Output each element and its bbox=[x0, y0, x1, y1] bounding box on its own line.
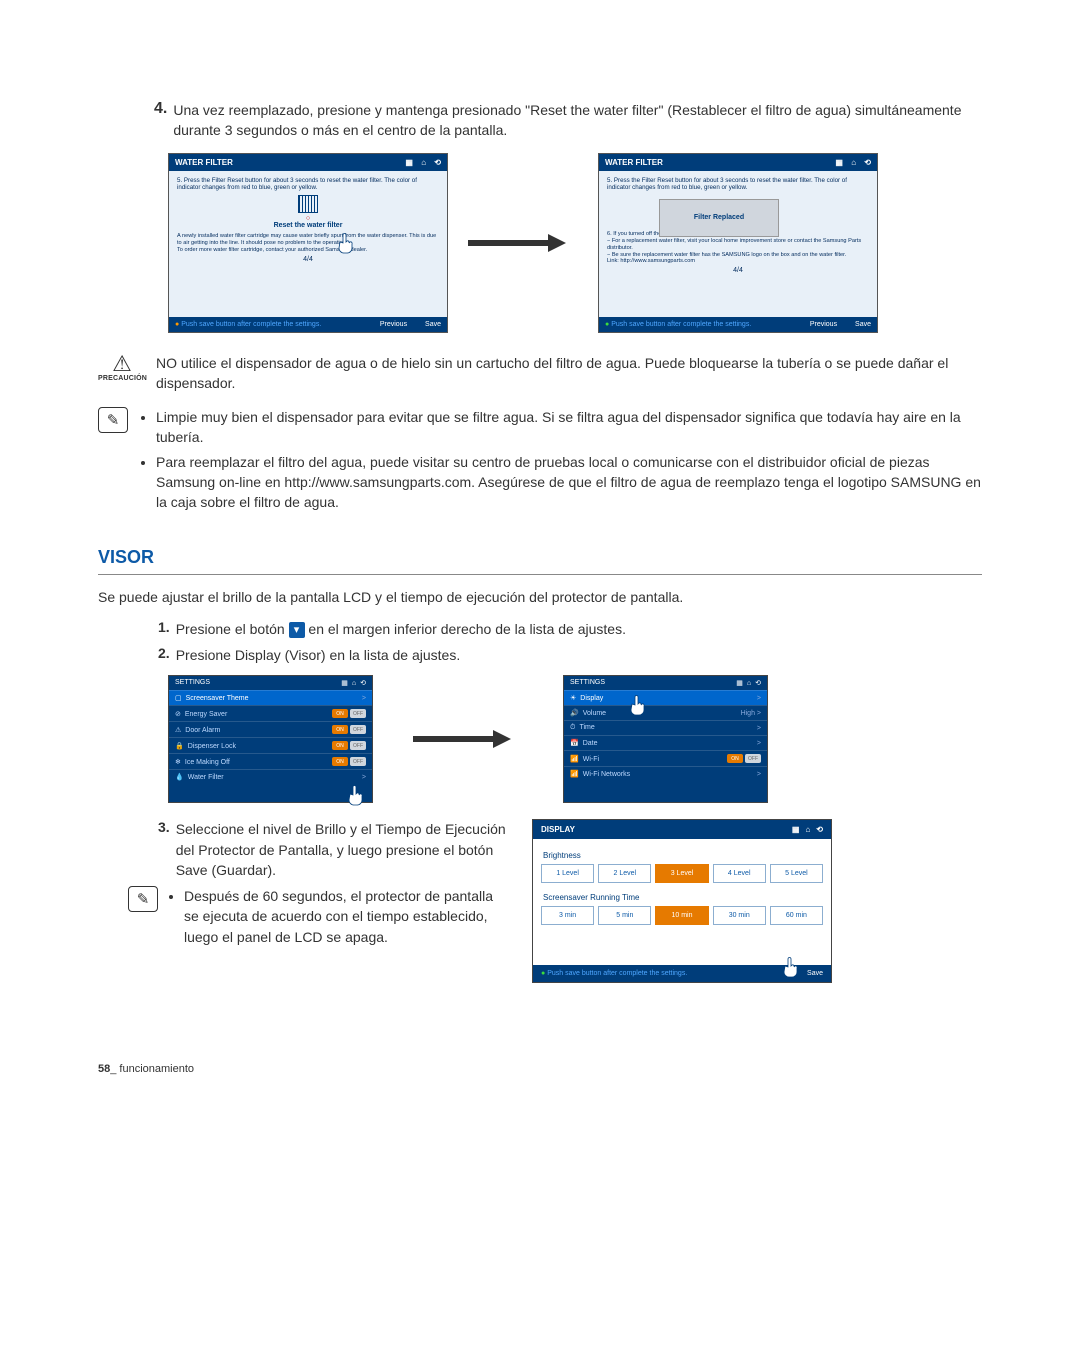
note-bullet: Limpie muy bien el dispensador para evit… bbox=[156, 407, 982, 448]
back-icon[interactable]: ⟲ bbox=[864, 158, 871, 167]
settings-row[interactable]: 💧Water Filter> bbox=[169, 769, 372, 784]
caution-label: PRECAUCIÓN bbox=[98, 375, 146, 382]
back-icon[interactable]: ⟲ bbox=[755, 680, 761, 687]
segment-option[interactable]: 3 Level bbox=[655, 864, 708, 883]
footer-hint: Push save button after complete the sett… bbox=[547, 970, 687, 977]
settings-row[interactable]: 📶Wi-FiONOFF bbox=[564, 750, 767, 766]
note-bullet: Para reemplazar el filtro del agua, pued… bbox=[156, 452, 982, 513]
home-icon[interactable]: ⌂ bbox=[352, 680, 356, 687]
step3-text: Seleccione el nivel de Brillo y el Tiemp… bbox=[176, 819, 508, 880]
panel-body-text: A newly installed water filter cartridge… bbox=[177, 233, 439, 253]
apps-icon[interactable]: ▦ bbox=[405, 158, 413, 167]
settings-row[interactable]: ☀Display> bbox=[564, 690, 767, 705]
save-button[interactable]: Save bbox=[425, 321, 441, 328]
step1-text: Presione el botón ▾ en el margen inferio… bbox=[176, 619, 626, 639]
note-icon: ✎ bbox=[98, 407, 128, 433]
step4-text: Una vez reemplazado, presione y mantenga… bbox=[173, 100, 982, 141]
section-intro: Se puede ajustar el brillo de la pantall… bbox=[98, 589, 982, 605]
panel-header-icons: ▦ ⌂ ⟲ bbox=[829, 158, 871, 167]
settings-row[interactable]: ❄Ice Making OffONOFF bbox=[169, 753, 372, 769]
settings-row[interactable]: ⏱Time> bbox=[564, 720, 767, 735]
segment-option[interactable]: 60 min bbox=[770, 906, 823, 925]
step2-text: Presione Display (Visor) en la lista de … bbox=[176, 645, 461, 665]
footer-hint: Push save button after complete the sett… bbox=[611, 321, 751, 328]
arrow-right-icon bbox=[413, 730, 523, 748]
settings-row[interactable]: 📶Wi-Fi Networks> bbox=[564, 766, 767, 781]
settings-title: SETTINGS bbox=[570, 679, 605, 687]
segment-option[interactable]: 4 Level bbox=[713, 864, 766, 883]
previous-button[interactable]: Previous bbox=[380, 321, 407, 328]
save-button[interactable]: Save bbox=[807, 970, 823, 977]
home-icon[interactable]: ⌂ bbox=[805, 825, 810, 834]
segment-option[interactable]: 30 min bbox=[713, 906, 766, 925]
running-time-label: Screensaver Running Time bbox=[543, 893, 823, 902]
page-indicator: 4/4 bbox=[607, 267, 869, 274]
panel-instruction: 5. Press the Filter Reset button for abo… bbox=[177, 177, 439, 192]
caution-icon: ⚠ PRECAUCIÓN bbox=[98, 353, 146, 382]
segment-option[interactable]: 10 min bbox=[655, 906, 708, 925]
settings-row[interactable]: 🔊VolumeHigh > bbox=[564, 705, 767, 720]
arrow-right-icon bbox=[468, 234, 578, 252]
settings-row[interactable]: ⚠Door AlarmONOFF bbox=[169, 721, 372, 737]
step4-number: 4. bbox=[154, 100, 167, 141]
filter-replaced-popup: Filter Replaced bbox=[659, 199, 779, 237]
segment-option[interactable]: 5 Level bbox=[770, 864, 823, 883]
settings-panel-left: SETTINGS ▦ ⌂ ⟲ ▢Screensaver Theme>⊘Energy … bbox=[168, 675, 373, 803]
settings-panel-right: SETTINGS ▦ ⌂ ⟲ ☀Display>🔊VolumeHigh >⏱Time… bbox=[563, 675, 768, 803]
segment-option[interactable]: 1 Level bbox=[541, 864, 594, 883]
save-button[interactable]: Save bbox=[855, 321, 871, 328]
chevron-down-button-icon[interactable]: ▾ bbox=[289, 622, 305, 638]
back-icon[interactable]: ⟲ bbox=[360, 680, 366, 687]
footer-hint: Push save button after complete the sett… bbox=[181, 321, 321, 328]
panel-title: WATER FILTER bbox=[605, 158, 663, 167]
water-filter-screens: WATER FILTER ▦ ⌂ ⟲ 5. Press the Filter R… bbox=[168, 153, 982, 333]
brightness-label: Brightness bbox=[543, 851, 823, 860]
apps-icon[interactable]: ▦ bbox=[792, 825, 800, 834]
water-filter-panel-after: WATER FILTER ▦ ⌂ ⟲ 5. Press the Filter R… bbox=[598, 153, 878, 333]
display-panel: DISPLAY ▦ ⌂ ⟲ Brightness 1 Level2 Level3 L… bbox=[532, 819, 832, 983]
panel-instruction: 5. Press the Filter Reset button for abo… bbox=[607, 177, 869, 192]
note-icon: ✎ bbox=[128, 886, 158, 912]
page-indicator: 4/4 bbox=[177, 256, 439, 263]
apps-icon[interactable]: ▦ bbox=[835, 158, 843, 167]
filter-diagram-icon bbox=[298, 195, 318, 213]
back-icon[interactable]: ⟲ bbox=[434, 158, 441, 167]
note-bullet: Después de 60 segundos, el protector de … bbox=[184, 886, 508, 947]
apps-icon[interactable]: ▦ bbox=[341, 680, 348, 687]
settings-title: SETTINGS bbox=[175, 679, 210, 687]
panel-header-icons: ▦ ⌂ ⟲ bbox=[399, 158, 441, 167]
previous-button[interactable]: Previous bbox=[810, 321, 837, 328]
segment-option[interactable]: 3 min bbox=[541, 906, 594, 925]
section-divider bbox=[98, 574, 982, 575]
home-icon[interactable]: ⌂ bbox=[747, 680, 751, 687]
settings-row[interactable]: ▢Screensaver Theme> bbox=[169, 690, 372, 705]
segment-option[interactable]: 2 Level bbox=[598, 864, 651, 883]
caution-text: NO utilice el dispensador de agua o de h… bbox=[156, 353, 982, 394]
home-icon[interactable]: ⌂ bbox=[421, 158, 426, 167]
reset-filter-label[interactable]: Reset the water filter bbox=[274, 222, 343, 229]
apps-icon[interactable]: ▦ bbox=[736, 680, 743, 687]
settings-row[interactable]: 📅Date> bbox=[564, 735, 767, 750]
home-icon[interactable]: ⌂ bbox=[851, 158, 856, 167]
section-heading: VISOR bbox=[98, 547, 982, 568]
back-icon[interactable]: ⟲ bbox=[816, 825, 823, 834]
panel-title: WATER FILTER bbox=[175, 158, 233, 167]
settings-row[interactable]: 🔒Dispenser LockONOFF bbox=[169, 737, 372, 753]
water-filter-panel-before: WATER FILTER ▦ ⌂ ⟲ 5. Press the Filter R… bbox=[168, 153, 448, 333]
display-title: DISPLAY bbox=[541, 825, 575, 834]
segment-option[interactable]: 5 min bbox=[598, 906, 651, 925]
settings-row[interactable]: ⊘Energy SaverONOFF bbox=[169, 705, 372, 721]
page-footer: 58_ funcionamiento bbox=[98, 1063, 982, 1075]
